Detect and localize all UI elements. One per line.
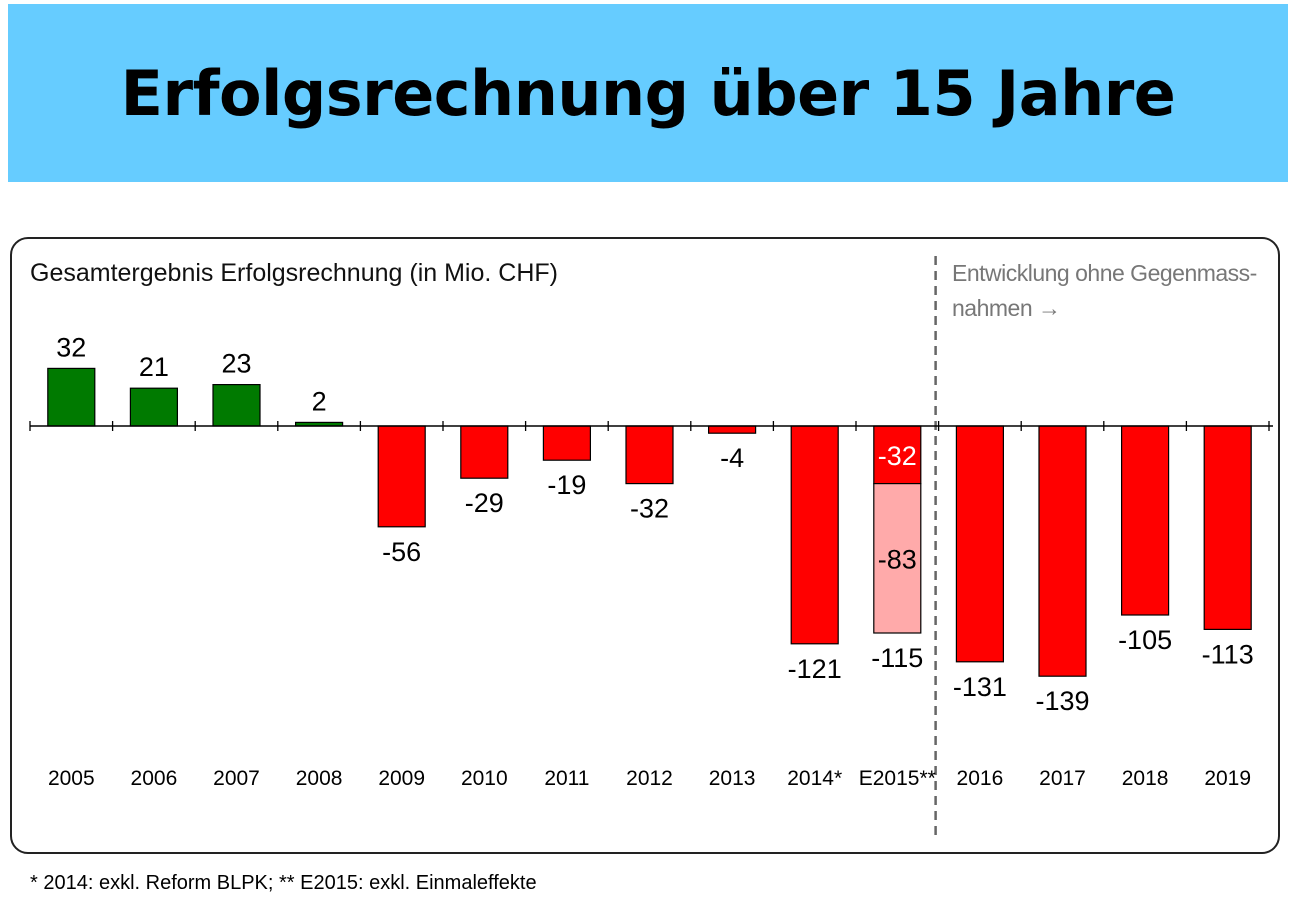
page-title: Erfolgsrechnung über 15 Jahre [120,56,1176,130]
tick-label: 2009 [378,767,425,790]
tick-label: 2010 [461,767,508,790]
bar-segment-E2015**-1 [873,425,922,485]
bar-2014* [790,425,839,645]
bar-2013 [707,425,757,434]
title-banner: Erfolgsrechnung über 15 Jahre [8,4,1288,182]
data-label: -113 [1202,639,1254,669]
segment-label: -32 [878,441,917,471]
data-label: 23 [221,349,251,379]
tick-label: 2006 [131,767,178,790]
bar-2009 [377,425,426,528]
tick-label: 2014* [787,767,842,790]
tick-label: 2019 [1204,767,1251,790]
bar-2017 [1038,425,1087,677]
chart-title: Gesamtergebnis Erfolgsrechnung (in Mio. … [30,259,558,287]
data-label: -105 [1118,625,1172,655]
tick-label: 2012 [626,767,673,790]
tick-label: 2007 [213,767,260,790]
bar-chart: Gesamtergebnis Erfolgsrechnung (in Mio. … [29,256,1273,838]
bar-2005 [47,367,96,427]
tick-label: 2008 [296,767,343,790]
tick-label: E2015** [859,767,936,790]
data-label: -4 [720,443,744,473]
data-label: 21 [139,352,169,382]
data-label: 2 [312,386,327,416]
bar-2010 [460,425,509,479]
data-label: -139 [1035,686,1089,716]
tick-label: 2016 [957,767,1004,790]
data-label: -56 [382,537,421,567]
tick-label: 2017 [1039,767,1086,790]
annotation-line-2: nahmen → [952,295,1061,321]
data-label: -19 [547,470,586,500]
bar-2007 [212,384,261,427]
data-label: -131 [953,672,1007,702]
bar-2012 [625,425,674,485]
tick-label: 2005 [48,767,95,790]
tick-label: 2013 [709,767,756,790]
bar-segment-E2015**-2 [873,483,922,634]
data-label: 32 [56,332,86,362]
bar-2016 [955,425,1005,663]
segment-label: -83 [878,544,917,574]
annotation-line-1: Entwicklung ohne Gegenmass- [952,260,1257,286]
tick-label: 2011 [544,767,589,790]
bar-2011 [542,425,592,461]
data-label: -121 [788,654,842,684]
bar-2019 [1203,425,1252,630]
data-label: -115 [871,643,923,673]
data-label: -29 [465,488,504,518]
bar-2018 [1120,425,1170,616]
footnote: * 2014: exkl. Reform BLPK; ** E2015: exk… [30,872,537,894]
tick-label: 2018 [1122,767,1169,790]
data-label: -32 [630,494,669,524]
bar-2006 [129,387,178,427]
